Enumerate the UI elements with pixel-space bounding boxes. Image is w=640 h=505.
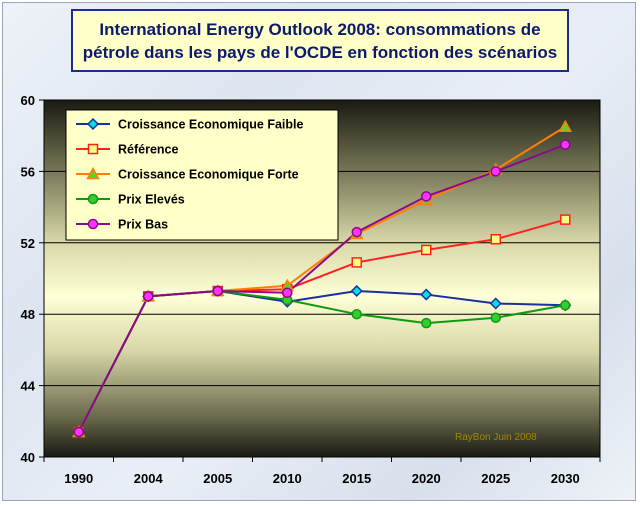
chart-title: International Energy Outlook 2008: conso… (71, 9, 569, 72)
data-point-prix-eleves-2030 (560, 300, 571, 311)
data-point-prix-eleves-2025 (490, 312, 501, 324)
data-point-prix-bas-2025 (490, 166, 501, 177)
legend-marker-prix-bas (87, 218, 99, 230)
series-line-prix-bas (77, 143, 566, 433)
y-tick-label: 44 (21, 379, 36, 394)
data-point-prix-bas-2030 (560, 139, 571, 150)
x-tick-label: 2004 (134, 471, 164, 486)
data-point-reference-2030 (560, 214, 571, 225)
legend-label-prix-eleves: Prix Elevés (118, 193, 185, 207)
data-point-croissance-economique-faible-2025 (489, 297, 502, 310)
credit-text: RayBon Juin 2008 (455, 432, 537, 443)
legend-marker-prix-eleves (87, 193, 99, 205)
data-point-reference-2015 (351, 257, 362, 268)
data-point-prix-bas-2020 (421, 191, 432, 202)
legend-label-croissance-economique-forte: Croissance Economique Forte (118, 168, 299, 182)
y-tick-label: 48 (21, 307, 35, 322)
x-tick-label: 2030 (551, 471, 580, 486)
data-point-prix-bas-2015 (351, 226, 362, 238)
y-tick-label: 52 (21, 236, 35, 251)
legend-box (65, 109, 339, 241)
x-tick-label: 2005 (203, 471, 232, 486)
x-tick-label: 2025 (481, 471, 510, 486)
data-point-croissance-economique-faible-2020 (420, 288, 433, 301)
y-tick-label: 56 (21, 164, 35, 179)
x-tick-label: 2020 (412, 471, 441, 486)
data-point-croissance-economique-forte-2030 (558, 119, 573, 133)
data-point-croissance-economique-faible-2015 (350, 284, 363, 298)
y-tick-label: 40 (21, 450, 35, 465)
legend-label-croissance-economique-faible: Croissance Economique Faible (118, 118, 304, 132)
data-point-prix-eleves-2020 (421, 317, 432, 329)
data-point-reference-2025 (490, 233, 501, 245)
legend-marker-croissance-economique-forte (86, 166, 100, 180)
legend-marker-reference (87, 143, 99, 155)
legend-marker-croissance-economique-faible (86, 117, 100, 131)
data-point-prix-bas-2005 (212, 285, 223, 297)
title-line-1: International Energy Outlook 2008: conso… (99, 19, 541, 39)
data-point-reference-2020 (421, 244, 432, 256)
legend-label-reference: Référence (118, 143, 178, 157)
data-point-prix-eleves-2015 (351, 308, 362, 320)
x-tick-label: 2010 (273, 471, 302, 486)
x-tick-label: 2015 (342, 471, 371, 486)
data-point-prix-bas-1990 (73, 426, 84, 438)
x-tick-label: 1990 (64, 471, 93, 486)
data-point-prix-bas-2004 (143, 291, 154, 302)
y-tick-label: 60 (21, 93, 35, 108)
legend-label-prix-bas: Prix Bas (118, 218, 168, 232)
data-point-prix-bas-2010 (282, 287, 293, 299)
title-line-2: pétrole dans les pays de l'OCDE en fonct… (82, 42, 558, 62)
